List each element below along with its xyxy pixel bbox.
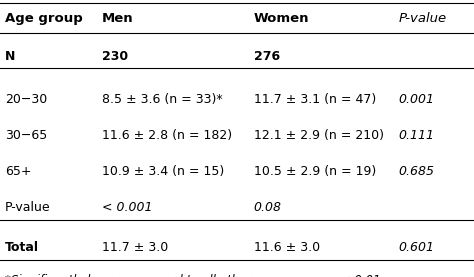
Text: 0.685: 0.685: [398, 165, 434, 178]
Text: Men: Men: [102, 12, 134, 25]
Text: P-value: P-value: [398, 12, 447, 25]
Text: 230: 230: [102, 50, 128, 63]
Text: 10.9 ± 3.4 (n = 15): 10.9 ± 3.4 (n = 15): [102, 165, 224, 178]
Text: 10.5 ± 2.9 (n = 19): 10.5 ± 2.9 (n = 19): [254, 165, 376, 178]
Text: 276: 276: [254, 50, 280, 63]
Text: 11.7 ± 3.0: 11.7 ± 3.0: [102, 241, 168, 254]
Text: < 0.001: < 0.001: [102, 201, 153, 214]
Text: N: N: [5, 50, 15, 63]
Text: 11.6 ± 2.8 (n = 182): 11.6 ± 2.8 (n = 182): [102, 129, 232, 142]
Text: 0.601: 0.601: [398, 241, 434, 254]
Text: P-value: P-value: [5, 201, 50, 214]
Text: 0.111: 0.111: [398, 129, 434, 142]
Text: 8.5 ± 3.6 (n = 33)*: 8.5 ± 3.6 (n = 33)*: [102, 93, 222, 106]
Text: *Significantly lower compared to all other age-groups, p < 0.01: *Significantly lower compared to all oth…: [5, 274, 380, 277]
Text: 12.1 ± 2.9 (n = 210): 12.1 ± 2.9 (n = 210): [254, 129, 383, 142]
Text: Women: Women: [254, 12, 309, 25]
Text: Total: Total: [5, 241, 39, 254]
Text: 11.7 ± 3.1 (n = 47): 11.7 ± 3.1 (n = 47): [254, 93, 376, 106]
Text: 0.001: 0.001: [398, 93, 434, 106]
Text: 30−65: 30−65: [5, 129, 47, 142]
Text: Age group: Age group: [5, 12, 82, 25]
Text: 11.6 ± 3.0: 11.6 ± 3.0: [254, 241, 320, 254]
Text: 65+: 65+: [5, 165, 31, 178]
Text: 20−30: 20−30: [5, 93, 47, 106]
Text: 0.08: 0.08: [254, 201, 282, 214]
